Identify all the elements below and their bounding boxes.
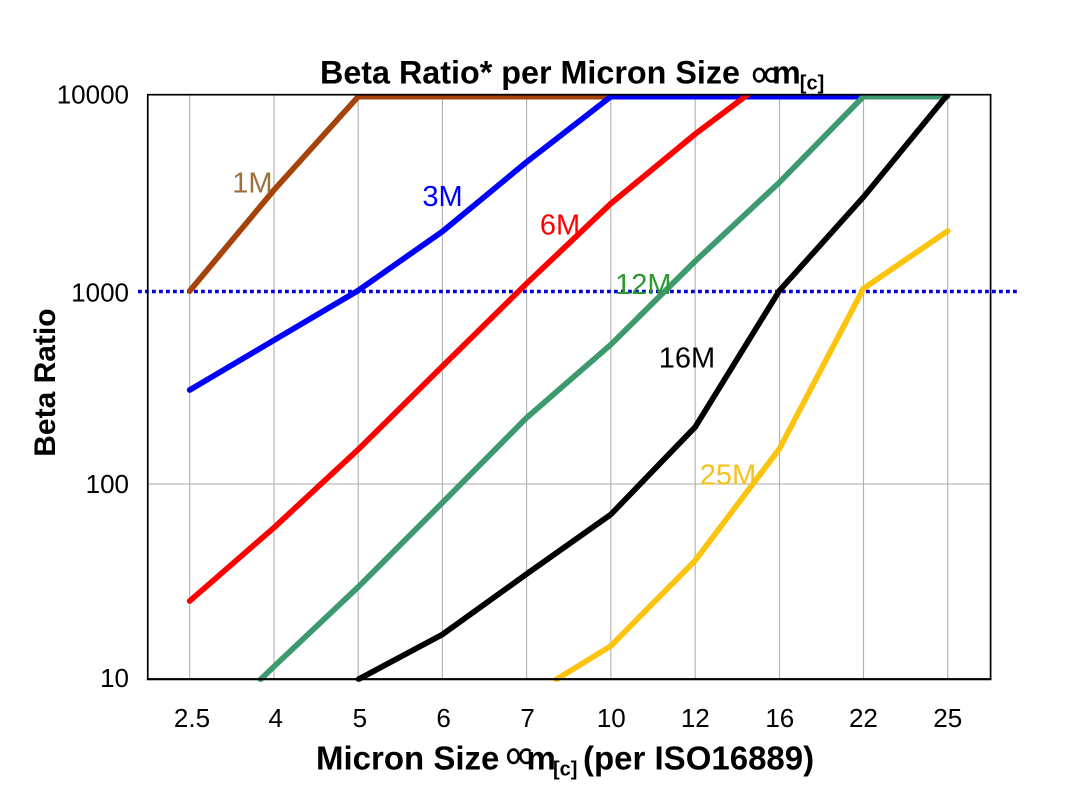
svg-text:m: m xyxy=(527,740,556,777)
svg-text:5: 5 xyxy=(353,703,367,733)
svg-text:25: 25 xyxy=(933,703,962,733)
svg-text:Micron Size: Micron Size xyxy=(316,740,499,777)
svg-text:[c]: [c] xyxy=(553,758,577,780)
svg-text:Beta Ratio* per Micron Size: Beta Ratio* per Micron Size xyxy=(320,55,740,91)
svg-text:10: 10 xyxy=(100,663,129,693)
svg-text:16: 16 xyxy=(765,703,794,733)
svg-text:7: 7 xyxy=(520,703,534,733)
svg-text:12M: 12M xyxy=(615,269,671,301)
svg-text:4: 4 xyxy=(268,703,282,733)
svg-text:22: 22 xyxy=(849,703,878,733)
svg-text:10: 10 xyxy=(597,703,626,733)
svg-text:Beta Ratio: Beta Ratio xyxy=(29,308,62,456)
svg-text:[c]: [c] xyxy=(800,73,824,95)
svg-text:(per ISO16889): (per ISO16889) xyxy=(583,740,814,777)
svg-text:3M: 3M xyxy=(422,181,462,213)
svg-text:m: m xyxy=(772,55,801,91)
svg-text:6M: 6M xyxy=(540,210,580,242)
svg-text:12: 12 xyxy=(681,703,710,733)
svg-text:10000: 10000 xyxy=(57,80,129,110)
svg-text:6: 6 xyxy=(436,703,450,733)
svg-text:1M: 1M xyxy=(232,167,272,199)
svg-text:2.5: 2.5 xyxy=(174,703,210,733)
svg-text:100: 100 xyxy=(86,469,129,499)
svg-text:16M: 16M xyxy=(659,343,715,375)
svg-text:1000: 1000 xyxy=(71,278,129,308)
svg-text:25M: 25M xyxy=(700,460,756,492)
